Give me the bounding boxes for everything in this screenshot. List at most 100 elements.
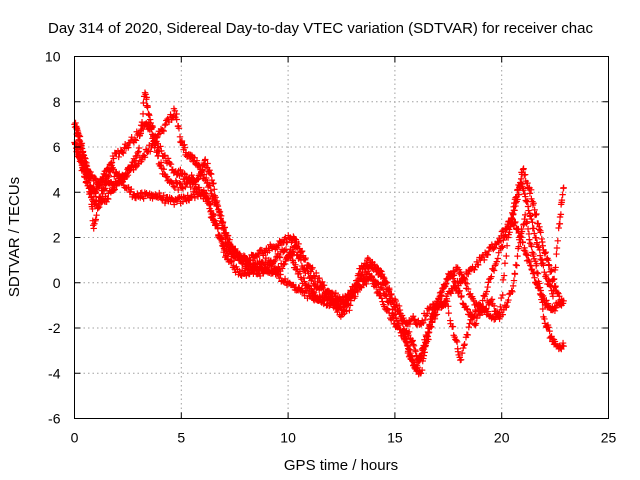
data-point (312, 269, 320, 277)
data-point (516, 236, 523, 243)
data-point (383, 293, 390, 300)
data-point (523, 218, 531, 225)
data-point (471, 266, 478, 273)
data-point (443, 275, 450, 283)
data-point (381, 275, 388, 282)
data-point (491, 244, 498, 251)
data-point (277, 271, 284, 278)
data-point (429, 319, 436, 326)
data-point (383, 279, 391, 286)
data-point (150, 133, 158, 140)
data-point (161, 152, 169, 159)
data-point (524, 252, 532, 259)
data-point (505, 296, 512, 304)
data-point (361, 276, 368, 284)
data-point (171, 184, 179, 191)
data-point (421, 316, 429, 324)
data-point (217, 235, 225, 242)
data-point (533, 269, 541, 276)
data-point (398, 315, 405, 323)
data-point (378, 271, 386, 278)
data-point (529, 249, 536, 256)
data-point (296, 254, 303, 261)
data-point (210, 216, 217, 223)
data-point (280, 261, 287, 268)
data-point (484, 251, 492, 258)
data-point (438, 288, 446, 295)
data-point (558, 302, 565, 309)
x-tick-label: 25 (601, 430, 617, 446)
data-point (224, 232, 232, 239)
data-point (441, 283, 448, 290)
data-point (215, 206, 222, 213)
data-point (458, 292, 465, 300)
data-point (171, 201, 178, 208)
data-point (140, 195, 147, 202)
grid (74, 56, 609, 419)
data-point (251, 261, 258, 269)
data-point (320, 282, 328, 289)
data-point (212, 199, 219, 206)
data-point (428, 306, 436, 314)
data-point (526, 236, 533, 243)
data-point (372, 284, 380, 291)
data-point (160, 127, 168, 135)
data-point (379, 298, 386, 305)
data-point (135, 144, 143, 152)
data-point (472, 320, 480, 327)
y-tick-label: 4 (53, 184, 61, 200)
data-point (387, 291, 395, 298)
data-point (517, 179, 524, 186)
data-point (545, 324, 552, 331)
data-points (71, 89, 567, 378)
data-point (276, 254, 284, 261)
data-point (554, 237, 561, 245)
data-point (126, 167, 133, 175)
data-point (385, 284, 393, 292)
data-point (103, 173, 111, 180)
data-point (380, 273, 387, 281)
data-point (195, 184, 203, 191)
data-point (558, 196, 566, 204)
x-tick-label: 15 (387, 430, 403, 446)
data-point (87, 188, 94, 196)
data-point (393, 301, 400, 309)
data-point (539, 305, 547, 313)
data-point (425, 329, 432, 337)
y-tick-label: -6 (48, 411, 61, 427)
data-point (551, 338, 559, 345)
data-point (507, 220, 514, 228)
data-point (552, 283, 559, 290)
data-point (210, 193, 217, 200)
data-point (442, 301, 449, 309)
data-point (488, 273, 495, 280)
data-point (442, 280, 449, 288)
data-point (547, 268, 554, 276)
data-point (92, 189, 100, 196)
data-point (278, 265, 286, 272)
data-point (541, 250, 549, 257)
data-point (143, 94, 150, 101)
series-track-2 (73, 119, 567, 363)
data-point (368, 273, 376, 281)
data-point (537, 229, 544, 236)
data-point (465, 323, 473, 331)
chart-title: Day 314 of 2020, Sidereal Day-to-day VTE… (48, 20, 593, 37)
data-point (503, 302, 510, 310)
data-point (194, 176, 201, 183)
data-point (200, 171, 208, 178)
data-point (298, 247, 306, 255)
data-point (509, 209, 516, 217)
data-point (417, 370, 425, 377)
data-point (173, 110, 180, 118)
data-point (461, 341, 468, 348)
data-point (221, 246, 228, 254)
data-point (531, 274, 538, 281)
data-point (470, 313, 477, 321)
data-point (511, 199, 518, 207)
data-point (128, 185, 135, 193)
y-tick-label: -4 (48, 365, 61, 381)
data-point (525, 207, 532, 214)
axis-ticks: 0 5 10 15 20 25 -6 -4 -2 0 2 4 6 8 10 (45, 49, 617, 446)
data-point (534, 220, 542, 227)
